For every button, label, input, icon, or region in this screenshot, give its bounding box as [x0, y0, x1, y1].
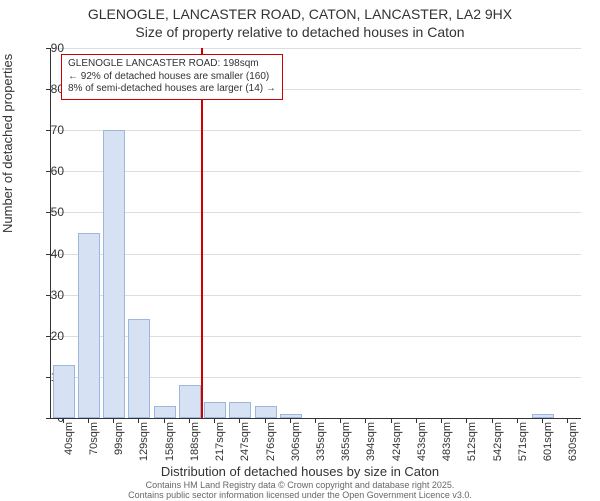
bar	[128, 319, 150, 418]
annotation-box: GLENOGLE LANCASTER ROAD: 198sqm ← 92% of…	[61, 54, 283, 100]
bar	[179, 385, 201, 418]
xtick-label: 601sqm	[542, 422, 554, 462]
xtick-label: 129sqm	[138, 422, 150, 462]
bar	[280, 414, 302, 418]
xtick-label: 247sqm	[239, 422, 251, 462]
xtick-label: 453sqm	[416, 422, 428, 462]
chart-page: GLENOGLE, LANCASTER ROAD, CATON, LANCAST…	[0, 0, 600, 500]
bar	[255, 406, 277, 418]
credit-text: Contains HM Land Registry data © Crown c…	[0, 481, 600, 501]
plot-area: GLENOGLE LANCASTER ROAD: 198sqm ← 92% of…	[50, 48, 581, 419]
xtick-label: 306sqm	[290, 422, 302, 462]
xtick-label: 512sqm	[466, 422, 478, 462]
xtick-label: 365sqm	[340, 422, 352, 462]
credit-line-2: Contains public sector information licen…	[128, 490, 472, 500]
bars	[51, 48, 581, 418]
xtick-label: 70sqm	[88, 422, 100, 462]
xtick-label: 99sqm	[113, 422, 125, 462]
marker-line	[201, 48, 203, 418]
page-title: GLENOGLE, LANCASTER ROAD, CATON, LANCAST…	[0, 6, 600, 22]
xtick-label: 217sqm	[214, 422, 226, 462]
y-axis-label: Number of detached properties	[0, 54, 15, 233]
xtick-label: 483sqm	[441, 422, 453, 462]
xtick-label: 630sqm	[567, 422, 579, 462]
annotation-line-3: 8% of semi-detached houses are larger (1…	[68, 83, 276, 96]
x-axis-label: Distribution of detached houses by size …	[0, 464, 600, 479]
bar	[103, 130, 125, 418]
xtick-label: 394sqm	[365, 422, 377, 462]
xtick-label: 188sqm	[189, 422, 201, 462]
xtick-label: 40sqm	[63, 422, 75, 462]
bar	[154, 406, 176, 418]
bar	[78, 233, 100, 418]
annotation-line-1: GLENOGLE LANCASTER ROAD: 198sqm	[68, 58, 276, 71]
xtick-label: 335sqm	[315, 422, 327, 462]
xtick-label: 542sqm	[492, 422, 504, 462]
page-subtitle: Size of property relative to detached ho…	[0, 24, 600, 40]
credit-line-1: Contains HM Land Registry data © Crown c…	[146, 480, 455, 490]
xtick-label: 424sqm	[391, 422, 403, 462]
bar	[204, 402, 226, 418]
xtick-label: 571sqm	[517, 422, 529, 462]
bar	[532, 414, 554, 418]
annotation-line-2: ← 92% of detached houses are smaller (16…	[68, 71, 276, 84]
bar	[229, 402, 251, 418]
xtick-label: 158sqm	[164, 422, 176, 462]
bar	[53, 365, 75, 418]
xtick-label: 276sqm	[265, 422, 277, 462]
